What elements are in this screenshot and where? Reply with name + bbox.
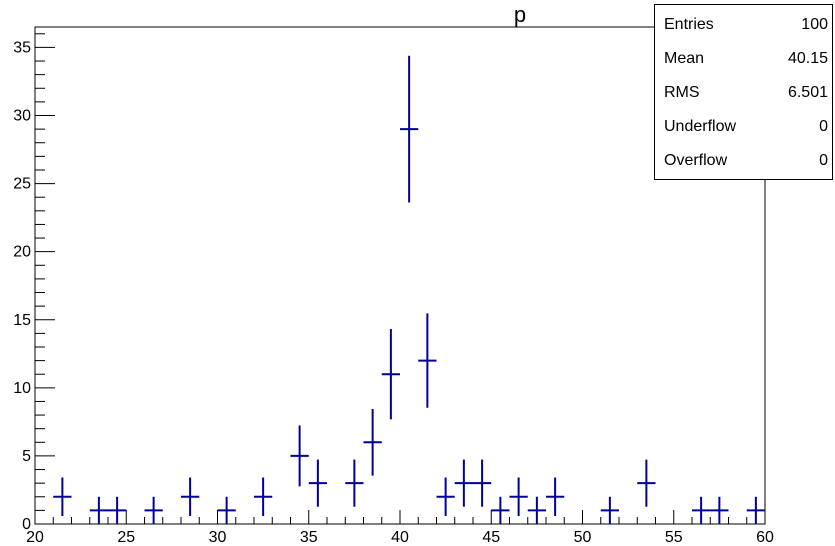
x-tick-label: 35 [300,529,318,546]
histogram-bin-point [692,496,711,524]
histogram-bin-point [381,329,400,420]
stats-value: 100 [801,16,828,33]
x-tick-label: 30 [209,529,227,546]
y-tick-label: 15 [13,312,31,329]
histogram-bin-point [710,496,729,524]
histogram-bin-point [527,496,546,524]
x-tick-label: 60 [756,529,774,546]
axes-layer: 20 25 30 35 40 45 50 55 60 0 5 10 15 20 25 30 35 [13,33,774,546]
histogram-bin-point [473,459,492,507]
stats-value: 0 [819,152,828,169]
histogram-bin-point [254,477,273,517]
stats-label: RMS [664,84,700,101]
chart-title: p [514,2,526,27]
y-tick-label: 25 [13,176,31,193]
histogram-bin-point [637,459,656,507]
x-tick-label: 20 [26,529,44,546]
histogram-bin-point [746,496,765,524]
histogram-bin-point [181,477,200,517]
data-marks-layer [53,55,765,524]
stats-row-entries: Entries 100 [655,9,832,43]
stats-label: Overflow [664,152,728,169]
stats-label: Underflow [664,118,737,135]
histogram-bin-point [418,313,437,408]
histogram-bin-point [436,477,455,517]
x-tick-label: 40 [391,529,409,546]
histogram-bin-point [345,459,364,507]
histogram-bin-point [89,496,108,524]
stats-label: Mean [664,50,705,67]
histogram-bin-point [308,459,327,507]
y-tick-label: 30 [13,108,31,125]
x-tick-label: 55 [665,529,683,546]
stats-value: 6.501 [787,84,828,101]
stats-row-mean: Mean 40.15 [655,43,832,77]
histogram-bin-point [400,55,419,203]
stats-value: 40.15 [787,50,828,67]
histogram-bin-point [53,477,72,517]
x-tick-label: 25 [117,529,135,546]
histogram-bin-point [217,496,236,524]
histogram-bin-point [108,496,127,524]
x-tick-label: 45 [482,529,500,546]
stats-row-underflow: Underflow 0 [655,111,832,145]
stats-row-rms: RMS 6.501 [655,77,832,111]
y-tick-label: 35 [13,39,31,56]
y-tick-label: 10 [13,380,31,397]
y-tick-label: 5 [22,448,31,465]
histogram-bin-point [144,496,163,524]
histogram-bin-point [509,477,528,517]
histogram-bin-point [290,425,309,487]
y-tick-label: 0 [22,516,31,533]
histogram-bin-point [600,496,619,524]
histogram-bin-point [491,496,510,524]
stats-box: Entries 100 Mean 40.15 RMS 6.501 Underfl… [654,4,833,180]
x-tick-label: 50 [574,529,592,546]
histogram-bin-point [363,408,382,476]
stats-label: Entries [664,16,714,33]
stats-value: 0 [819,118,828,135]
histogram-bin-point [454,459,473,507]
y-tick-label: 20 [13,244,31,261]
histogram-bin-point [546,477,565,517]
stats-row-overflow: Overflow 0 [655,145,832,179]
